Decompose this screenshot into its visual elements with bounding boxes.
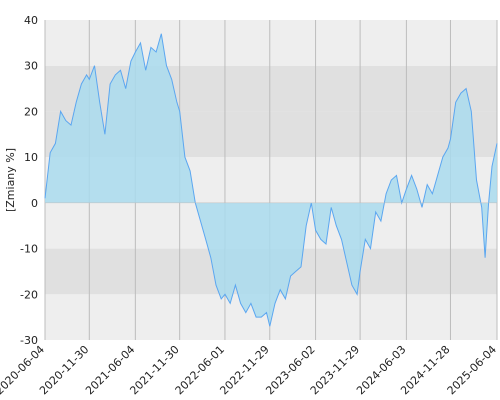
y-tick-label: 20 <box>24 105 38 118</box>
x-axis-ticks: 2020-06-042020-11-302021-06-042021-11-30… <box>0 343 499 397</box>
series-area-fill <box>45 33 497 327</box>
y-tick-label: 40 <box>24 14 38 27</box>
series-line <box>44 33 498 327</box>
y-axis-label: [Zmiany %] <box>4 148 17 212</box>
y-tick-label: -30 <box>20 334 38 347</box>
y-tick-label: 0 <box>31 197 38 210</box>
x-tick-label: 2025-06-04 <box>445 343 499 397</box>
band <box>45 20 497 66</box>
y-tick-label: 30 <box>24 60 38 73</box>
y-tick-label: 10 <box>24 151 38 164</box>
y-tick-label: -20 <box>20 288 38 301</box>
y-axis-ticks: -30 -20 -10 0 10 20 30 40 <box>20 14 38 347</box>
y-tick-label: -10 <box>20 243 38 256</box>
